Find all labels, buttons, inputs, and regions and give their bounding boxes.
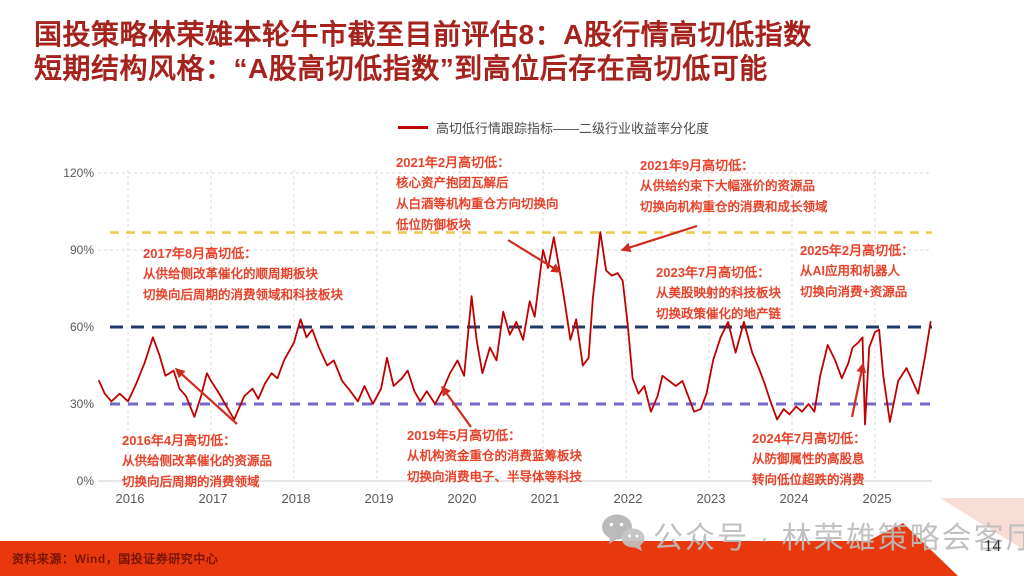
x-tick-label: 2017 (198, 491, 228, 506)
annotation-line: 切换向消费电子、半导体等科技 (407, 470, 583, 484)
x-tick-label: 2019 (364, 491, 394, 506)
annotation-line: 切换向后周期的消费领域 (122, 475, 260, 489)
annotation-arrow (507, 239, 562, 273)
annotation-title: 2021年2月高切低： (396, 155, 511, 170)
x-tick-label: 2022 (613, 491, 643, 506)
title-block: 国投策略林荣雄本轮牛市截至目前评估8：A股行情高切低指数 短期结构风格：“A股高… (34, 18, 812, 86)
chart-annotation: 2025年2月高切低： 从AI应用和机器人 切换向消费+资源品 (800, 240, 914, 303)
annotation-title: 2017年8月高切低： (143, 246, 258, 261)
chart-annotation: 2021年2月高切低： 核心资产抱团瓦解后从白酒等机构重仓方向切换向 低位防御板块 (396, 152, 559, 236)
annotation-arrow (620, 224, 698, 253)
legend-label: 高切低行情跟踪指标——二级行业收益率分化度 (436, 121, 710, 136)
annotation-line: 从AI应用和机器人 (800, 264, 901, 278)
series-line (98, 231, 932, 426)
y-tick-label: 0% (76, 474, 94, 488)
x-tick-label: 2024 (779, 491, 809, 506)
annotation-title: 2016年4月高切低： (122, 433, 237, 448)
page-number: 14 (984, 536, 1001, 555)
y-tick-label: 90% (69, 243, 94, 257)
annotation-title: 2023年7月高切低： (656, 265, 771, 280)
legend-line-swatch (398, 126, 428, 129)
annotation-title: 2019年5月高切低： (407, 428, 522, 443)
x-tick-label: 2021 (530, 491, 560, 506)
chart-annotation: 2024年7月高切低： 从防御属性的高股息 转向低位超跌的消费 (752, 428, 866, 491)
annotation-line: 转向低位超跌的消费 (752, 473, 865, 487)
chart-annotation: 2016年4月高切低： 从供给侧改革催化的资源品 切换向后周期的消费领域 (122, 430, 272, 493)
annotation-line: 从供给侧改革催化的顺周期板块 (143, 267, 319, 281)
chart-annotation: 2019年5月高切低： 从机构资金重仓的消费蓝筹板块 切换向消费电子、半导体等科技 (407, 425, 582, 488)
y-tick-label: 60% (69, 320, 94, 334)
annotation-arrow (441, 385, 472, 428)
annotation-line: 从供给侧改革催化的资源品 (122, 454, 273, 468)
footer-corner-decoration (940, 498, 1024, 550)
wechat-icon (600, 512, 646, 557)
chart-annotation: 2021年9月高切低： 从供给约束下大幅涨价的资源品 切换向机构重仓的消费和成长领域 (640, 155, 828, 218)
page-title-line-1: 国投策略林荣雄本轮牛市截至目前评估8：A股行情高切低指数 (34, 19, 812, 50)
chart-annotation: 2017年8月高切低： 从供给侧改革催化的顺周期板块切换向后周期的消费领域和科技板… (143, 243, 343, 306)
annotation-line: 切换向机构重仓的消费和成长领域 (640, 200, 828, 214)
annotation-line: 切换政策催化的地产链 (656, 307, 782, 321)
annotation-arrow (174, 368, 238, 425)
annotation-line: 核心资产抱团瓦解后 (396, 176, 509, 190)
annotation-line: 从防御属性的高股息 (752, 452, 865, 466)
x-tick-label: 2023 (696, 491, 726, 506)
y-tick-label: 120% (63, 166, 94, 180)
x-tick-label: 2016 (115, 491, 145, 506)
footer-band (0, 523, 958, 576)
chart-annotation: 2023年7月高切低： 从美股映射的科技板块 切换政策催化的地产链 (656, 262, 781, 325)
x-tick-label: 2018 (281, 491, 311, 506)
watermark-text: 公众号 · 林荣雄策略会客厅 (653, 521, 1024, 555)
x-tick-label: 2020 (447, 491, 477, 506)
annotation-line: 低位防御板块 (396, 218, 472, 232)
annotation-line: 从白酒等机构重仓方向切换向 (396, 197, 559, 211)
annotation-line: 切换向消费+资源品 (800, 285, 908, 299)
annotation-line: 从美股映射的科技板块 (656, 286, 782, 300)
annotation-title: 2025年2月高切低： (800, 243, 915, 258)
x-tick-label: 2025 (862, 491, 892, 506)
annotation-line: 切换向后周期的消费领域和科技板块 (143, 288, 344, 302)
watermark: 公众号 · 林荣雄策略会客厅 (600, 512, 1024, 557)
chart-legend: 高切低行情跟踪指标——二级行业收益率分化度 (398, 118, 709, 137)
annotation-arrow (850, 362, 867, 418)
annotation-title: 2024年7月高切低： (752, 431, 867, 446)
annotation-line: 从供给约束下大幅涨价的资源品 (640, 179, 816, 193)
annotation-line: 从机构资金重仓的消费蓝筹板块 (407, 449, 583, 463)
y-tick-label: 30% (69, 397, 94, 411)
annotation-title: 2021年9月高切低： (640, 158, 755, 173)
page-title-line-2: 短期结构风格：“A股高切低指数”到高位后存在高切低可能 (34, 53, 768, 84)
source-text: 资料来源：Wind，国投证券研究中心 (12, 552, 219, 566)
